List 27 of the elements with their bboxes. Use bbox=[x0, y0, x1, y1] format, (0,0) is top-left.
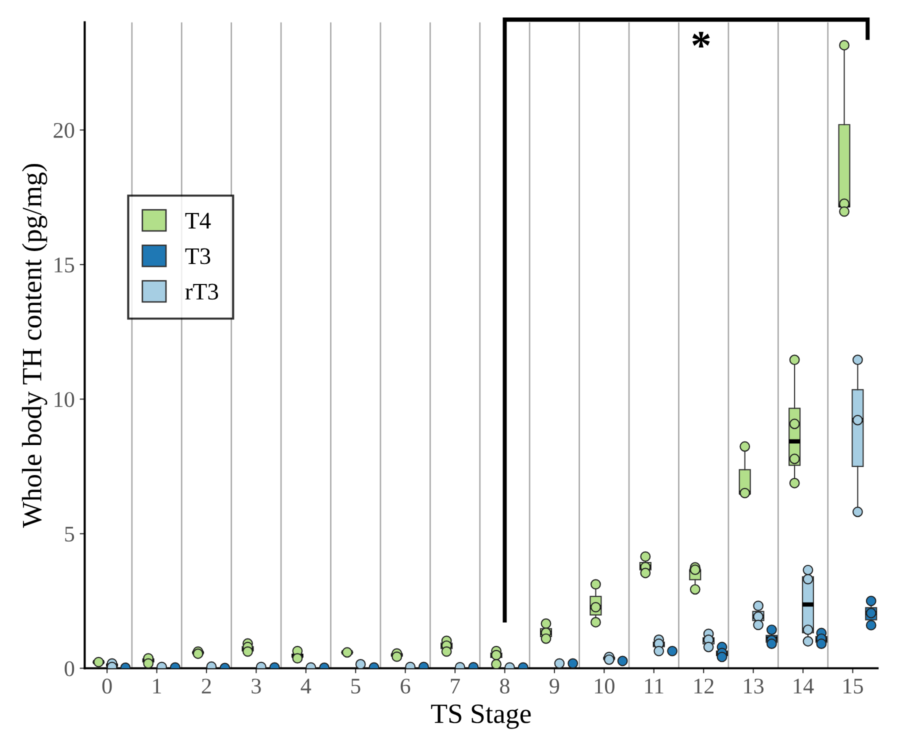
x-tick-label: 9 bbox=[550, 678, 560, 694]
y-tick-label: 20 bbox=[54, 122, 74, 138]
x-tick-label: 8 bbox=[500, 678, 510, 694]
y-tick-label: 5 bbox=[65, 526, 74, 542]
x-tick-label: 11 bbox=[645, 678, 664, 694]
x-axis-title: TS Stage bbox=[431, 704, 531, 729]
y-axis-title: Whole body TH content (pg/mg) bbox=[22, 164, 48, 528]
x-tick-label: 14 bbox=[794, 678, 814, 694]
x-tick-label: 3 bbox=[252, 678, 261, 694]
x-tick-label: 5 bbox=[351, 678, 360, 694]
x-tick-label: 15 bbox=[844, 678, 863, 694]
x-tick-label: 0 bbox=[102, 678, 112, 694]
annotation: * bbox=[692, 32, 710, 48]
x-tick-label: 1 bbox=[153, 678, 161, 694]
x-tick-label: 13 bbox=[744, 678, 764, 694]
y-tick-label: 0 bbox=[64, 661, 74, 676]
y-tick-label: 10 bbox=[54, 392, 74, 408]
x-tick-label: 10 bbox=[595, 678, 614, 694]
x-tick-label: 4 bbox=[300, 678, 312, 694]
x-tick-label: 6 bbox=[400, 678, 410, 694]
legend-label: T3 bbox=[185, 248, 210, 264]
x-tick-label: 7 bbox=[450, 678, 460, 694]
y-tick-label: 15 bbox=[54, 258, 74, 272]
legend-label: T4 bbox=[185, 212, 211, 228]
x-tick-label: 12 bbox=[694, 678, 714, 694]
x-tick-label: 2 bbox=[202, 678, 211, 694]
legend-label: rT3 bbox=[185, 284, 218, 300]
